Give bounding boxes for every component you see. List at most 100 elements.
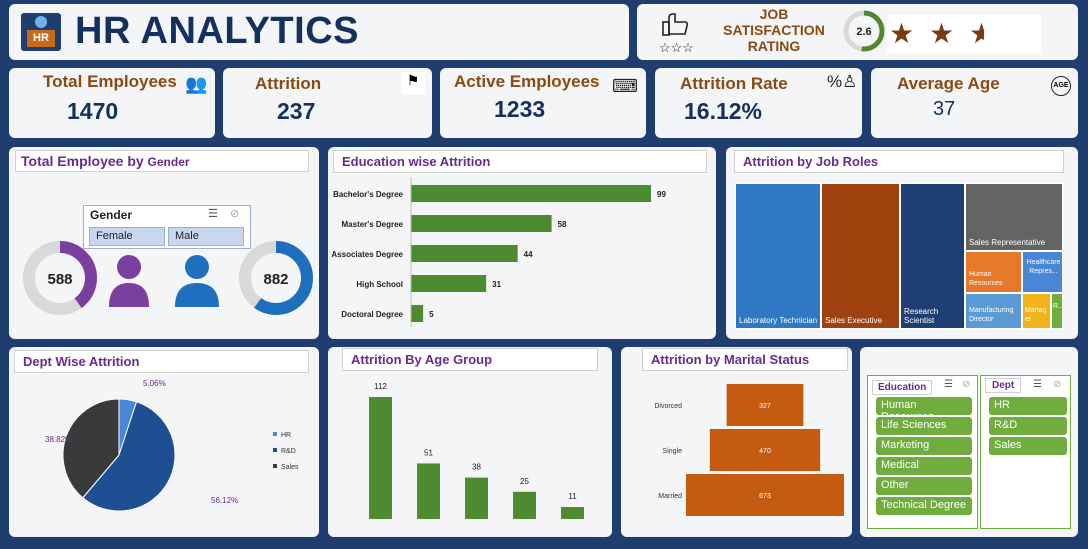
category-label: High School [356,280,403,289]
slicer-option[interactable]: Technical Degree [876,497,972,515]
treemap-tile-manager[interactable]: Manager [1022,293,1051,329]
kpi-title: Attrition Rate [680,74,788,93]
slicer-option[interactable]: Life Sciences [876,417,972,435]
education-slicer[interactable]: Education ☰ ⊘ Human Resources Life Scien… [867,375,978,529]
data-label: 51 [424,448,433,457]
treemap-tile-manufacturing-director[interactable]: Manufacturing Director [965,293,1022,329]
slicer-option-male[interactable]: Male [168,227,244,246]
bar [417,463,440,519]
bar [726,384,804,426]
clear-filter-icon[interactable]: ⊘ [962,379,971,390]
people-leaving-icon: ⚑ [401,72,425,94]
data-label: 5 [429,310,434,319]
data-label: 673 [759,493,771,500]
treemap-tile-sales-executive[interactable]: Sales Executive [821,183,900,329]
legend-label: Sales [281,464,299,471]
slicer-option[interactable]: Marketing [876,437,972,455]
kpi-attrition-rate: Attrition Rate 16.12% %♙ [655,68,862,138]
bar [411,245,518,262]
category-label: Married [658,493,682,500]
data-label: 25 [520,477,529,486]
category-label: Associates Degree [331,250,403,259]
bar [411,275,487,292]
legend-swatch [273,448,277,452]
star-icon: ★ [889,18,915,49]
bar [411,305,424,322]
person-icon [35,16,47,28]
bar [369,397,392,519]
legend-swatch [273,432,277,436]
percent-person-icon: %♙ [827,72,858,91]
kpi-value: 1233 [494,96,546,122]
treemap-tile-healthcare-representative[interactable]: Healthcare Repres... [1022,251,1063,293]
slicer-option[interactable]: R&D [989,417,1067,435]
job-roles-treemap: Laboratory Technician Sales Executive Re… [735,183,1064,329]
multi-select-icon[interactable]: ☰ [1033,379,1042,390]
kpi-value: 237 [277,98,316,124]
kpi-value: 37 [933,98,956,120]
star-icon: ★ [929,18,955,49]
treemap-tile-sales-representative[interactable]: Sales Representative [965,183,1063,251]
data-label: 44 [524,250,533,259]
legend-label: R&D [281,448,296,455]
slicer-title: Dept [985,378,1022,393]
legend-label: HR [281,432,291,439]
panel-title: Attrition by Job Roles [734,150,1064,173]
treemap-tile-laboratory-technician[interactable]: Laboratory Technician [735,183,821,329]
male-donut: 882 [239,241,313,315]
people-group-icon: 👥 [185,74,208,94]
multi-select-icon[interactable]: ☰ [944,379,953,390]
data-label: 58 [558,220,567,229]
slicer-option[interactable]: Medical [876,457,972,475]
clear-filter-icon[interactable]: ⊘ [1053,379,1062,390]
kpi-average-age: Average Age 37 AGE [871,68,1078,138]
multi-select-icon[interactable]: ☰ [208,208,218,220]
treemap-tile-research-director[interactable]: R... [1051,293,1064,329]
bar [465,477,488,519]
slice-label: 56.12% [211,496,238,505]
marital-attrition-panel: Attrition by Marital Status Divorced 327 S… [621,347,852,537]
bar [561,507,584,519]
slicer-option-female[interactable]: Female [89,227,165,246]
star-icon: ★ [969,18,995,49]
age-bar-chart: 112 51 38 25 11 [369,382,584,519]
slicer-title: Gender [90,208,133,222]
female-count: 588 [47,271,72,288]
data-label: 31 [492,280,501,289]
category-label: Doctoral Degree [341,310,403,319]
treemap-tile-research-scientist[interactable]: Research Scientist [900,183,965,329]
person-at-desk-icon: ⌨ [612,76,638,96]
education-bar-chart: Bachelor's Degree 99 Master's Degree 58 Asso… [331,177,666,327]
age-attrition-panel: Attrition By Age Group 112 51 38 25 11 [328,347,612,537]
slicer-option[interactable]: HR [989,397,1067,415]
male-person-icon [175,255,219,307]
satisfaction-label: JOB SATISFACTION RATING [723,6,825,54]
satisfaction-gauge: 2.6 [843,10,885,52]
clear-filter-icon[interactable]: ⊘ [230,208,240,220]
dept-slicer[interactable]: Dept ☰ ⊘ HR R&D Sales [980,375,1071,529]
panel-title: Total Employee by Gender [15,150,309,172]
category-label: Bachelor's Degree [333,190,403,199]
slicer-option[interactable]: Other [876,477,972,495]
kpi-value: 16.12% [684,98,763,124]
satisfaction-score: 2.6 [856,26,871,38]
category-label: Master's Degree [342,220,404,229]
education-attrition-panel: Education wise Attrition Bachelor's Degr… [328,147,716,339]
kpi-active-employees: Active Employees 1233 ⌨ [440,68,646,138]
gender-slicer[interactable]: Gender ☰ ⊘ Female Male [83,205,251,249]
satisfaction-card: ☆☆☆ JOB SATISFACTION RATING 2.6 ★ ★ ★ [637,4,1078,60]
kpi-value: 1470 [67,98,119,124]
slicer-option[interactable]: Human Resources [876,397,972,423]
bar [411,185,651,202]
kpi-attrition: Attrition 237 ⚑ [223,68,432,138]
data-label: 11 [568,492,577,501]
slicer-panel: Education ☰ ⊘ Human Resources Life Scien… [860,347,1078,537]
slicer-option[interactable]: Sales [989,437,1067,455]
kpi-title: Attrition [255,74,322,93]
treemap-tile-human-resources[interactable]: Human Resources [965,251,1022,293]
hr-logo: HR [21,13,61,51]
svg-text:☆☆☆: ☆☆☆ [659,40,694,54]
category-label: Divorced [654,403,682,410]
star-rating: ★ ★ ★ [887,15,1041,53]
data-label: 99 [657,190,666,199]
